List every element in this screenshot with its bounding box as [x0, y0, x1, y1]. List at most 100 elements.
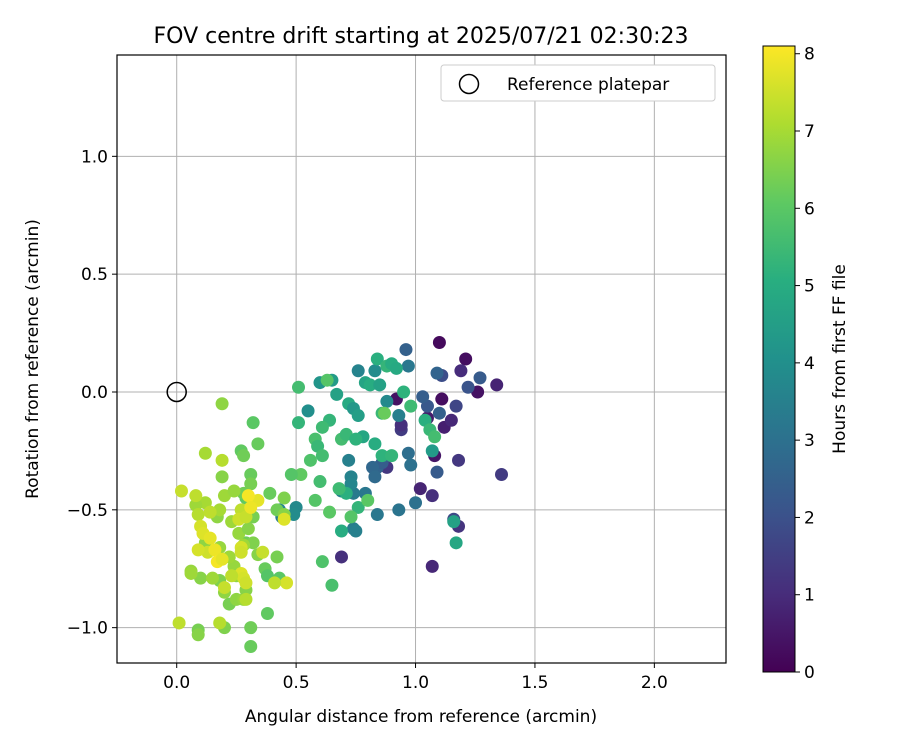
- data-point: [404, 458, 418, 472]
- data-point: [363, 378, 377, 392]
- data-point: [392, 409, 406, 423]
- data-point: [452, 453, 466, 467]
- data-point: [208, 543, 222, 557]
- colorbar-gradient: [762, 45, 796, 673]
- data-point: [215, 470, 229, 484]
- data-point: [280, 576, 294, 590]
- data-point: [241, 522, 255, 536]
- data-point: [217, 581, 231, 595]
- colorbar: 0 1 2 3 4 5 6 7 8 Hours from first FF file: [762, 45, 850, 683]
- data-point: [284, 467, 298, 481]
- data-point: [315, 555, 329, 569]
- data-point: [401, 359, 415, 373]
- grid-lines: [117, 55, 726, 663]
- data-point: [315, 449, 329, 463]
- x-tick-label: 1.5: [521, 673, 548, 693]
- data-point: [430, 366, 444, 380]
- data-point: [244, 467, 258, 481]
- data-point: [397, 385, 411, 399]
- data-point: [428, 430, 442, 444]
- data-point: [191, 508, 205, 522]
- data-point: [349, 524, 363, 538]
- x-tick-label: 0.0: [163, 673, 190, 693]
- data-point: [244, 477, 258, 491]
- data-point: [375, 449, 389, 463]
- data-point: [401, 446, 415, 460]
- legend-box: [440, 64, 716, 102]
- data-point: [461, 380, 475, 394]
- data-point: [349, 432, 363, 446]
- data-point: [215, 397, 229, 411]
- colorbar-label: Hours from first FF file: [830, 264, 850, 454]
- data-point: [263, 486, 277, 500]
- data-point: [432, 336, 446, 350]
- data-point: [234, 545, 248, 559]
- colorbar-tick-label: 7: [804, 122, 815, 142]
- data-point: [323, 505, 337, 519]
- data-point: [292, 416, 306, 430]
- x-tick-label: 2.0: [641, 673, 668, 693]
- colorbar-tick-label: 1: [804, 586, 815, 606]
- y-axis-ticks: −1.0 −0.5 0.0 0.5 1.0: [67, 147, 117, 639]
- data-point: [370, 508, 384, 522]
- data-point: [490, 378, 504, 392]
- data-point: [237, 449, 251, 463]
- data-point: [495, 467, 509, 481]
- data-point: [215, 453, 229, 467]
- colorbar-tick-label: 2: [804, 508, 815, 528]
- data-point: [380, 394, 394, 408]
- data-point: [315, 420, 329, 434]
- data-point: [244, 500, 258, 514]
- data-point: [313, 475, 327, 489]
- chart-title: FOV centre drift starting at 2025/07/21 …: [154, 24, 689, 49]
- data-point: [184, 566, 198, 580]
- data-point: [368, 437, 382, 451]
- data-point: [416, 390, 430, 404]
- data-point: [174, 484, 188, 498]
- data-point: [251, 437, 265, 451]
- data-point: [292, 380, 306, 394]
- data-point: [392, 503, 406, 517]
- colorbar-tick-label: 0: [804, 663, 815, 683]
- data-point: [342, 453, 356, 467]
- data-point: [425, 444, 439, 458]
- data-point: [325, 578, 339, 592]
- y-tick-label: −0.5: [67, 501, 108, 521]
- data-point: [409, 496, 423, 510]
- data-point: [447, 515, 461, 529]
- x-tick-label: 1.0: [402, 673, 429, 693]
- y-tick-label: 1.0: [81, 147, 108, 167]
- data-point: [244, 621, 258, 635]
- y-axis-label: Rotation from reference (arcmin): [23, 219, 43, 499]
- data-point: [203, 531, 217, 545]
- data-point: [435, 392, 449, 406]
- data-point: [430, 465, 444, 479]
- data-point: [206, 571, 220, 585]
- legend: Reference platepar: [440, 64, 716, 102]
- data-point: [203, 505, 217, 519]
- data-point: [473, 371, 487, 385]
- data-point: [277, 491, 291, 505]
- data-point: [227, 484, 241, 498]
- data-point: [320, 373, 334, 387]
- legend-marker-circle: [458, 73, 480, 95]
- data-point: [239, 576, 253, 590]
- data-point: [351, 364, 365, 378]
- data-point: [444, 413, 458, 427]
- data-point: [270, 550, 284, 564]
- y-tick-label: −1.0: [67, 619, 108, 639]
- data-point: [368, 470, 382, 484]
- data-point: [432, 406, 446, 420]
- colorbar-ticks: 0 1 2 3 4 5 6 7 8: [795, 45, 815, 683]
- colorbar-tick-label: 5: [804, 277, 815, 297]
- data-point: [215, 552, 229, 566]
- data-point: [277, 512, 291, 526]
- data-point: [373, 378, 387, 392]
- data-point: [246, 416, 260, 430]
- data-point: [268, 576, 282, 590]
- data-point: [191, 543, 205, 557]
- data-point: [344, 510, 358, 524]
- data-point: [189, 489, 203, 503]
- data-point: [404, 399, 418, 413]
